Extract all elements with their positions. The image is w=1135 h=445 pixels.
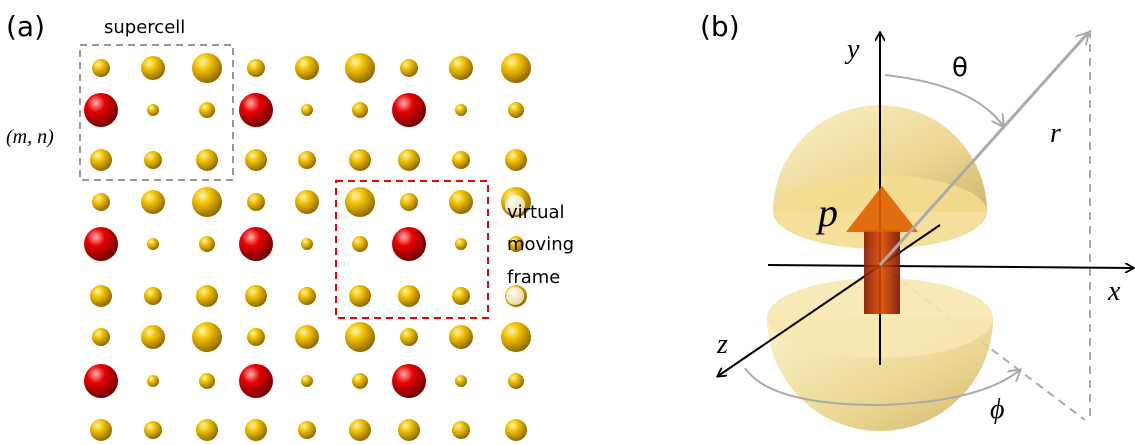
panel-label: (a): [6, 10, 45, 43]
gold-atom: [449, 56, 473, 80]
gold-atom: [501, 322, 531, 352]
gold-atom: [455, 104, 467, 116]
frame-label: virtual: [507, 202, 565, 223]
figure: (a) supercell (m, n) virtual moving fram…: [0, 0, 1135, 445]
gold-atom: [398, 285, 420, 307]
gold-atom: [452, 287, 470, 305]
gold-atom: [449, 325, 473, 349]
gold-atom: [90, 149, 112, 171]
red-atom: [239, 227, 273, 261]
gold-atom: [349, 285, 371, 307]
gold-atom: [508, 373, 524, 389]
gold-atom: [92, 193, 110, 211]
gold-atom: [349, 419, 371, 441]
gold-atom: [400, 328, 418, 346]
gold-atom: [298, 151, 316, 169]
gold-atom: [196, 419, 218, 441]
gold-atom: [144, 287, 162, 305]
gold-atom: [141, 190, 165, 214]
gold-atom: [298, 421, 316, 439]
gold-atom: [196, 149, 218, 171]
gold-atom: [92, 328, 110, 346]
axis-label: z: [716, 329, 728, 360]
lattice: [84, 53, 531, 441]
gold-atom: [349, 149, 371, 171]
gold-atom: [295, 325, 319, 349]
gold-atom: [398, 419, 420, 441]
gold-atom: [147, 238, 159, 250]
gold-atom: [192, 322, 222, 352]
gold-atom: [400, 59, 418, 77]
gold-atom: [298, 287, 316, 305]
moment-arrow: [864, 230, 900, 314]
gold-atom: [508, 102, 524, 118]
gold-atom: [199, 373, 215, 389]
gold-atom: [141, 56, 165, 80]
gold-atom: [295, 190, 319, 214]
gold-atom: [295, 56, 319, 80]
gold-atom: [245, 419, 267, 441]
gold-atom: [192, 187, 222, 217]
gold-atom: [247, 193, 265, 211]
red-atom: [392, 227, 426, 261]
site-label: (m, n): [6, 126, 54, 148]
gold-atom: [144, 421, 162, 439]
red-atom: [84, 93, 118, 127]
faded-atom: [506, 287, 524, 305]
gold-atom: [345, 53, 375, 83]
gold-atom: [90, 285, 112, 307]
gold-atom: [245, 285, 267, 307]
angle-label: ϕ: [990, 394, 1005, 425]
red-atom: [239, 364, 273, 398]
gold-atom: [301, 104, 313, 116]
gold-atom: [452, 151, 470, 169]
gold-atom: [245, 149, 267, 171]
radius-label: r: [1050, 118, 1061, 149]
gold-atom: [400, 193, 418, 211]
gold-atom: [144, 151, 162, 169]
gold-atom: [301, 238, 313, 250]
gold-atom: [345, 322, 375, 352]
gold-atom: [196, 285, 218, 307]
frame-label: frame: [507, 267, 560, 288]
axis-label: y: [844, 34, 860, 65]
panel-label: (b): [700, 10, 740, 43]
gold-atom: [352, 236, 368, 252]
gold-atom: [90, 419, 112, 441]
axis-label: x: [1107, 276, 1121, 307]
gold-atom: [449, 190, 473, 214]
supercell-label: supercell: [104, 17, 185, 38]
gold-atom: [247, 59, 265, 77]
gold-atom: [199, 236, 215, 252]
gold-atom: [301, 375, 313, 387]
gold-atom: [501, 53, 531, 83]
red-atom: [392, 364, 426, 398]
angle-label: θ: [952, 53, 968, 83]
gold-atom: [147, 104, 159, 116]
gold-atom: [345, 187, 375, 217]
gold-atom: [398, 149, 420, 171]
gold-atom: [147, 375, 159, 387]
x-axis: [768, 265, 1133, 268]
gold-atom: [247, 328, 265, 346]
red-atom: [239, 93, 273, 127]
gold-atom: [141, 325, 165, 349]
gold-atom: [199, 102, 215, 118]
gold-atom: [452, 421, 470, 439]
gold-atom: [505, 419, 527, 441]
gold-atom: [455, 375, 467, 387]
gold-atom: [352, 373, 368, 389]
frame-label: moving: [507, 234, 574, 255]
gold-atom: [455, 238, 467, 250]
red-atom: [392, 93, 426, 127]
gold-atom: [352, 102, 368, 118]
gold-atom: [192, 53, 222, 83]
red-atom: [84, 364, 118, 398]
moment-label: p: [815, 190, 838, 235]
red-atom: [84, 227, 118, 261]
gold-atom: [92, 59, 110, 77]
gold-atom: [505, 149, 527, 171]
